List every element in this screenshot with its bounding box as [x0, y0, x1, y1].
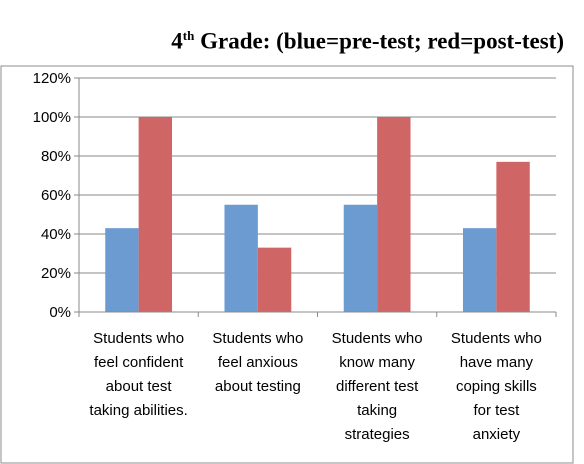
category-label-line: anxiety: [473, 426, 521, 443]
category-label-line: feel anxious: [218, 354, 298, 371]
bars: [105, 117, 530, 312]
category-label-line: taking: [357, 402, 397, 419]
labels: 0% 20% 40% 60% 80% 100% 120% Students who feel c…: [33, 70, 542, 443]
category-label-line: different test: [336, 378, 419, 395]
title-rest: Grade: (blue=pre-test; red=post-test): [194, 28, 564, 54]
category-label: Students who feel anxious about testing: [212, 330, 303, 395]
category-label: Students who have many coping skills for te…: [451, 330, 542, 443]
y-tick-label: 80%: [41, 148, 71, 165]
bar: [377, 117, 411, 312]
y-tick-label: 20%: [41, 265, 71, 282]
category-label-line: coping skills: [456, 378, 537, 395]
category-label-line: know many: [339, 354, 415, 371]
bar: [138, 117, 173, 312]
bar: [496, 161, 530, 312]
bar: [462, 228, 497, 312]
chart-frame: [0, 65, 574, 464]
category-label-line: strategies: [345, 426, 410, 443]
category-label-line: about testing: [215, 378, 301, 395]
y-tick-label: 0%: [49, 304, 71, 321]
category-label: Students who feel confident about test taki…: [89, 330, 187, 419]
title-superscript: th: [182, 28, 195, 43]
category-label: Students who know many different test takin…: [332, 330, 423, 443]
category-label-line: about test: [106, 378, 173, 395]
bar: [343, 204, 378, 312]
bar: [257, 247, 292, 312]
axes: [74, 77, 557, 317]
category-label-line: feel confident: [94, 354, 184, 371]
category-label-line: Students who: [93, 330, 184, 347]
y-tick-label: 40%: [41, 226, 71, 243]
y-tick-label: 120%: [33, 70, 71, 87]
category-label-line: Students who: [212, 330, 303, 347]
y-tick-label: 60%: [41, 187, 71, 204]
category-label-line: Students who: [451, 330, 542, 347]
category-label-line: taking abilities.: [89, 402, 187, 419]
category-label-line: Students who: [332, 330, 423, 347]
chart-title: 4th Grade: (blue=pre-test; red=post-test…: [0, 28, 584, 55]
category-label-line: have many: [460, 354, 534, 371]
title-prefix: 4: [171, 28, 183, 54]
y-tick-label: 100%: [33, 109, 71, 126]
category-label-line: for test: [473, 402, 520, 419]
bar: [224, 204, 258, 312]
bar: [105, 228, 139, 312]
